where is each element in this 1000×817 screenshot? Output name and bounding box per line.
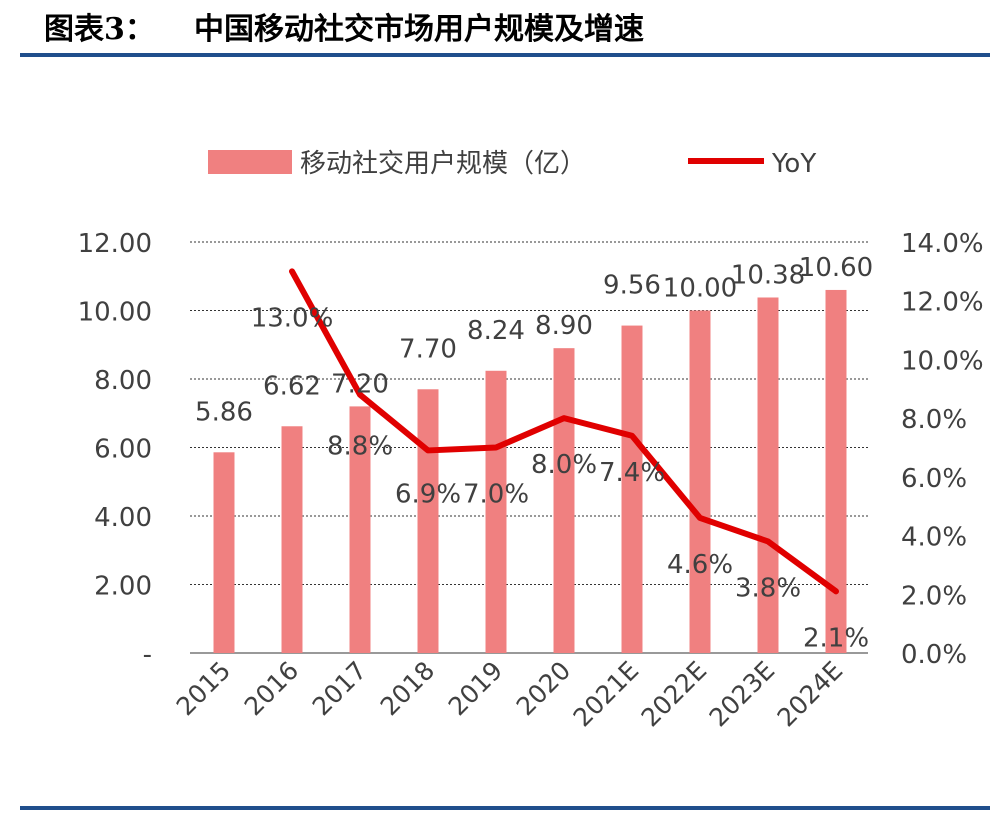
x-tick-label: 2021E [568, 656, 645, 733]
chart-title: 中国移动社交市场用户规模及增速 [194, 12, 644, 47]
bar [281, 426, 303, 653]
axes: - 2.00 4.00 6.00 8.00 10.00 12.00 0.0% 2.0% 4.0% 6… [78, 229, 984, 732]
y-left-tick-label: 6.00 [94, 435, 152, 465]
x-tick-label: 2016 [239, 656, 304, 721]
bar-value-label: 8.90 [535, 311, 593, 341]
y-right-tick-label: 4.0% [901, 523, 967, 553]
yoy-point [697, 515, 703, 521]
x-tick-label: 2019 [443, 656, 508, 721]
y-left-tick-label: 12.00 [78, 229, 152, 259]
y-left-tick-label: 2.00 [94, 572, 152, 602]
y-right-tick-label: 2.0% [901, 581, 967, 611]
yoy-value-label: 7.4% [599, 458, 665, 488]
bar [689, 310, 711, 653]
yoy-point [425, 447, 431, 453]
y-right-tick-label: 8.0% [901, 405, 967, 435]
x-tick-label: 2024E [772, 656, 849, 733]
bar-value-label: 10.60 [799, 253, 873, 283]
bar [349, 406, 371, 653]
legend-label-bar: 移动社交用户规模（亿） [300, 149, 586, 179]
bar-value-label: 10.38 [731, 260, 805, 290]
x-tick-label: 2023E [704, 656, 781, 733]
yoy-point [629, 433, 635, 439]
yoy-point [357, 392, 363, 398]
bar [553, 348, 575, 653]
yoy-value-label: 8.8% [327, 432, 393, 462]
yoy-value-label: 4.6% [667, 550, 733, 580]
bar-value-label: 5.86 [195, 397, 253, 427]
bar [825, 289, 847, 653]
yoy-point [561, 415, 567, 421]
bar-value-label: 7.20 [331, 369, 389, 399]
x-tick-label: 2015 [171, 656, 236, 721]
bottom-divider [20, 806, 990, 810]
x-tick-label: 2020 [511, 656, 576, 721]
bar [213, 452, 235, 653]
bar-value-label: 8.24 [467, 316, 525, 346]
y-left-tick-label: 8.00 [94, 366, 152, 396]
y-right-tick-label: 6.0% [901, 464, 967, 494]
bar-value-label: 6.62 [263, 371, 321, 401]
yoy-value-label: 6.9% [395, 479, 461, 509]
yoy-point [289, 268, 295, 274]
figure-header: 图表3： 中国移动社交市场用户规模及增速 [0, 0, 1000, 52]
bar [757, 297, 779, 653]
x-tick-label: 2022E [636, 656, 713, 733]
top-divider [20, 53, 990, 57]
bar-series [213, 289, 847, 653]
line-series [289, 268, 839, 595]
y-right-tick-label: 12.0% [901, 288, 984, 318]
yoy-value-label: 13.0% [251, 303, 334, 333]
yoy-value-label: 8.0% [531, 450, 597, 480]
yoy-point [765, 538, 771, 544]
bar-value-label: 10.00 [663, 274, 737, 304]
yoy-value-label: 3.8% [735, 573, 801, 603]
grid-lines [190, 241, 868, 654]
y-left-tick-label: - [143, 640, 152, 670]
legend: 移动社交用户规模（亿） YoY [208, 149, 816, 179]
y-right-tick-label: 0.0% [901, 640, 967, 670]
legend-label-line: YoY [771, 149, 816, 179]
figure-label: 图表3： [44, 12, 155, 47]
y-right-tick-label: 10.0% [901, 346, 984, 376]
y-left-tick-label: 4.00 [94, 503, 152, 533]
bar-value-label: 7.70 [399, 334, 457, 364]
legend-swatch-bar [208, 150, 292, 174]
bar-value-label: 9.56 [603, 271, 661, 301]
yoy-value-label: 7.0% [463, 480, 529, 510]
x-tick-label: 2018 [375, 656, 440, 721]
bar [417, 389, 439, 653]
yoy-point [493, 445, 499, 450]
bar [485, 370, 507, 653]
yoy-point [833, 588, 839, 594]
yoy-value-label: 2.1% [803, 623, 869, 653]
y-left-tick-label: 10.00 [78, 298, 152, 328]
x-tick-label: 2017 [307, 656, 372, 721]
y-right-tick-label: 14.0% [901, 229, 984, 259]
data-labels: 5.86 6.62 7.20 7.70 8.24 8.90 9.56 10.0010.3810… [195, 253, 873, 653]
bar [621, 325, 643, 653]
